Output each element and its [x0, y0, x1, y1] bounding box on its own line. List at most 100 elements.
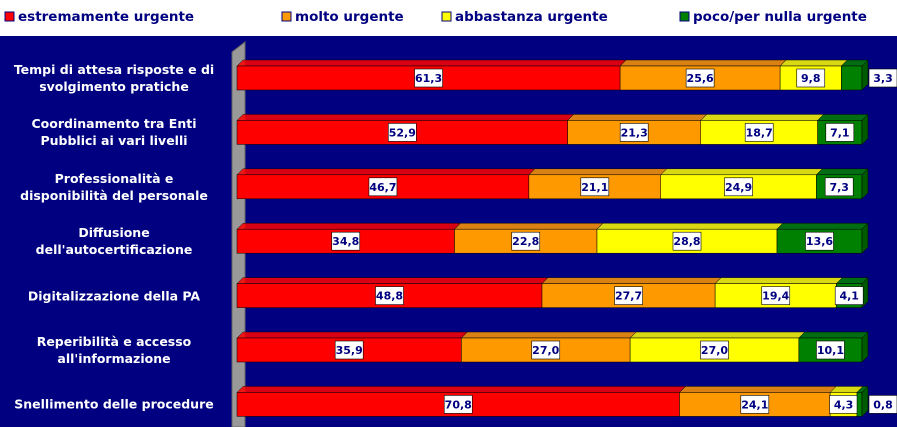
value-label: 52,9 [389, 126, 416, 139]
bar-top [779, 59, 848, 67]
bar-top [236, 331, 468, 339]
value-label-box [868, 395, 897, 414]
value-label-box [388, 123, 417, 142]
legend-swatch [4, 11, 15, 22]
bar-top [817, 114, 869, 121]
category-label: Professionalità e disponibilità del pers… [20, 170, 208, 203]
value-label-box [614, 286, 643, 305]
category-label: Snellimento delle procedure [14, 396, 214, 412]
value-label: 48,8 [376, 290, 403, 303]
value-label-box [816, 340, 845, 360]
bar-top [541, 277, 722, 284]
bar-top [678, 386, 837, 393]
bar-top [660, 168, 823, 176]
bar-side [861, 59, 869, 91]
value-label: 18,7 [746, 126, 773, 139]
value-label: 0,8 [873, 398, 893, 411]
value-label: 28,8 [673, 235, 700, 248]
category-label: Reperibilità e accesso all'informazione [36, 334, 192, 366]
legend-label: estremamente urgente [18, 9, 194, 25]
bar-top [798, 331, 869, 339]
bar-top [460, 331, 637, 339]
value-label-box [331, 231, 361, 251]
value-label-box [531, 340, 561, 360]
value-label: 7,1 [830, 126, 850, 139]
value-label: 4,1 [839, 290, 859, 303]
bar-top [453, 222, 604, 230]
bar-side [861, 168, 869, 200]
value-label-box [824, 177, 854, 197]
bar-side [861, 113, 869, 146]
value-label: 70,8 [445, 398, 472, 411]
value-label-box [334, 340, 364, 360]
bar-top [776, 222, 869, 230]
bar-side [861, 331, 869, 363]
value-label-box [414, 68, 443, 88]
bar-top [236, 277, 549, 284]
legend-label: molto urgente [295, 9, 404, 25]
value-label: 7,3 [829, 181, 849, 194]
value-label-box [868, 68, 897, 88]
legend-label: poco/per nulla urgente [693, 9, 867, 25]
value-label: 27,0 [701, 344, 728, 357]
value-label: 9,8 [801, 72, 821, 85]
value-label-box [724, 177, 753, 197]
value-label-box [825, 123, 855, 142]
value-label-box [805, 231, 834, 251]
value-label: 22,8 [512, 235, 539, 248]
bar-top [596, 222, 784, 230]
value-label-box [619, 123, 649, 142]
value-label: 35,9 [336, 344, 363, 357]
value-label: 25,6 [687, 72, 714, 85]
bar-top [236, 386, 687, 393]
category-label: Diffusione dell'autocertificazione [35, 225, 193, 258]
value-label: 21,3 [621, 126, 648, 139]
legend-label: abbastanza urgente [455, 9, 608, 25]
value-label: 13,6 [806, 235, 833, 248]
value-label-box [740, 395, 770, 414]
category-label: Digitalizzazione della PA [27, 288, 201, 304]
legend-swatch [281, 11, 292, 22]
value-label: 34,8 [332, 235, 359, 248]
value-label-box [511, 231, 541, 251]
value-label: 61,3 [415, 72, 442, 85]
value-label-box [761, 286, 791, 305]
value-label-box [685, 68, 715, 88]
legend-swatch [441, 11, 452, 22]
category-label: Coordinamento tra Enti Pubblici ai vari … [31, 116, 197, 149]
value-label: 24,1 [741, 398, 768, 411]
bar-top [714, 277, 843, 284]
bar-top [619, 59, 787, 67]
value-label-box [834, 286, 864, 305]
category-label: Tempi di attesa risposte e di svolgiment… [13, 62, 215, 94]
value-label: 27,7 [615, 290, 642, 303]
value-label: 3,3 [873, 72, 893, 85]
legend-swatch [679, 11, 690, 22]
bar-top [236, 222, 462, 230]
value-label: 21,1 [581, 181, 608, 194]
value-label: 10,1 [817, 344, 844, 357]
bar-segment [856, 392, 863, 417]
bar-side [861, 385, 869, 418]
bar-top [236, 114, 575, 121]
value-label: 46,7 [369, 181, 396, 194]
value-label-box [672, 231, 702, 251]
bar-top [567, 114, 708, 121]
value-label-box [744, 123, 774, 142]
value-label-box [796, 68, 826, 88]
bar-top [236, 59, 627, 67]
value-label: 24,9 [725, 181, 752, 194]
bar-top [700, 114, 825, 121]
value-label-box [700, 340, 729, 360]
value-label-box [443, 395, 473, 414]
bar-side [861, 222, 869, 254]
bar-top [815, 168, 869, 176]
bar-top [528, 168, 668, 176]
value-label: 4,3 [834, 398, 854, 411]
value-label: 27,0 [532, 344, 559, 357]
value-label-box [368, 177, 398, 197]
bar-top [236, 168, 536, 176]
value-label-box [580, 177, 610, 197]
